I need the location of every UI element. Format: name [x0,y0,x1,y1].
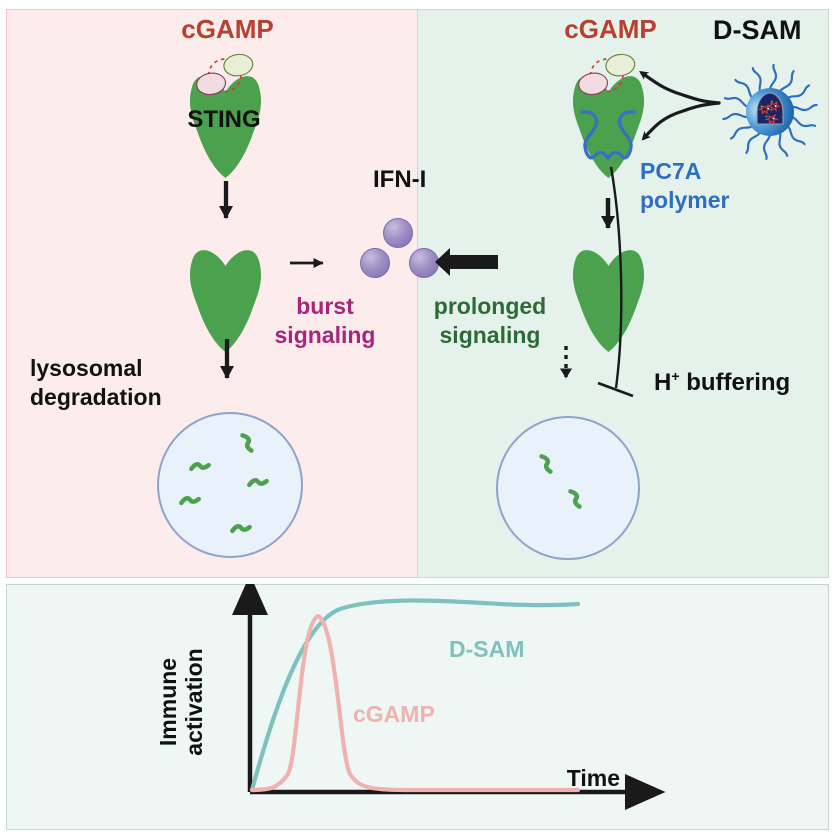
svg-text:cGAMP: cGAMP [353,701,435,727]
svg-text:D-SAM: D-SAM [449,636,524,662]
svg-text:Time: Time [567,765,620,791]
svg-text:Immune: Immune [155,658,181,746]
svg-text:activation: activation [181,648,207,755]
svg-text:STING: STING [187,106,260,133]
